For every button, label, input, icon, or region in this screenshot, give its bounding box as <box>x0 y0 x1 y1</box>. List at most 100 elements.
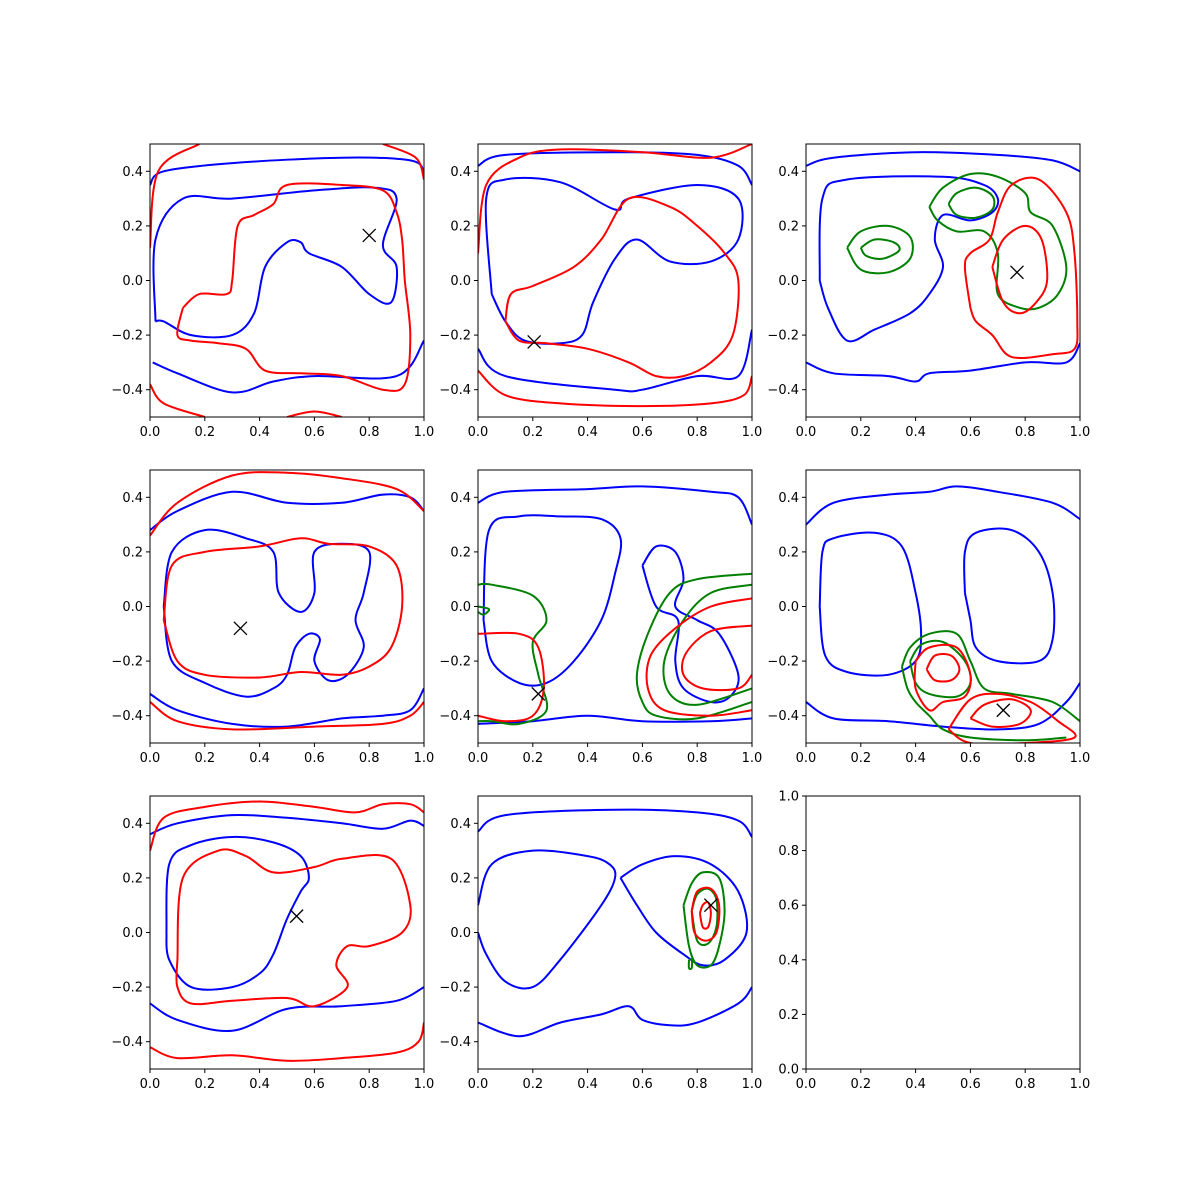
red-contour-line <box>698 901 712 930</box>
y-tick-label: −0.4 <box>111 1035 143 1050</box>
x-marker <box>996 703 1011 718</box>
subplot-8: 0.0 0.2 0.4 0.6 0.8 1.0 −0.4 −0.2 0.0 0.2 0.4 <box>439 795 762 1092</box>
x-tick-label: 0.2 <box>522 751 543 766</box>
x-tick-label: 0.6 <box>632 751 653 766</box>
y-tick-label: 0.2 <box>122 219 143 234</box>
x-tick-label: 0.8 <box>359 425 380 440</box>
green-contour-line <box>662 583 752 706</box>
x-tick-label: 1.0 <box>1070 751 1091 766</box>
y-tick-label: 0.0 <box>450 926 471 941</box>
axes-frame <box>805 795 1081 1070</box>
x-tick-label: 0.4 <box>905 751 926 766</box>
red-contour-line <box>176 182 412 392</box>
red-contour-line <box>913 643 972 712</box>
x-marker <box>527 334 542 349</box>
x-tick-label: 1.0 <box>1070 425 1091 440</box>
y-tick-label: 0.2 <box>778 219 799 234</box>
x-tick-label: 0.2 <box>194 425 215 440</box>
red-contour-line <box>947 692 1077 743</box>
y-tick-label: 0.4 <box>450 817 471 832</box>
x-tick-label: 0.4 <box>577 1077 598 1092</box>
x-tick-label: 0.0 <box>468 425 489 440</box>
red-contour-line <box>150 800 424 851</box>
blue-contour-line <box>152 339 424 394</box>
y-tick-label: 0.0 <box>450 600 471 615</box>
y-tick-label: −0.2 <box>439 329 471 344</box>
green-contour-line <box>478 605 491 616</box>
y-tick-label: −0.4 <box>111 383 143 398</box>
plot-area <box>478 144 752 417</box>
red-contour-line <box>680 624 752 692</box>
x-tick-label: 0.8 <box>1015 751 1036 766</box>
y-tick-label: 0.0 <box>778 600 799 615</box>
red-contour-line <box>175 848 412 1008</box>
x-tick-label: 0.8 <box>359 1077 380 1092</box>
y-tick-label: 0.0 <box>122 600 143 615</box>
x-tick-label: 0.8 <box>359 751 380 766</box>
red-contour-line <box>162 537 404 679</box>
y-tick-label: 0.2 <box>778 1008 799 1023</box>
red-contour-line <box>991 224 1049 315</box>
blue-contour-line <box>150 156 424 186</box>
x-tick-label: 0.0 <box>796 1077 817 1092</box>
y-tick-label: −0.2 <box>767 329 799 344</box>
green-contour-line <box>690 887 719 947</box>
blue-contour-line <box>478 329 752 393</box>
y-tick-label: 0.4 <box>122 817 143 832</box>
x-tick-label: 0.8 <box>687 1077 708 1092</box>
red-contour-line <box>150 701 424 731</box>
x-tick-label: 0.4 <box>249 425 270 440</box>
x-tick-label: 0.4 <box>577 751 598 766</box>
y-tick-label: 0.2 <box>122 545 143 560</box>
y-tick-label: 0.0 <box>778 1063 799 1078</box>
green-contour-line <box>682 870 726 969</box>
x-tick-label: 0.0 <box>468 1077 489 1092</box>
blue-contour-line <box>806 342 1080 383</box>
y-tick-label: 0.2 <box>450 219 471 234</box>
blue-contour-line <box>806 151 1080 173</box>
y-tick-label: 0.4 <box>122 491 143 506</box>
blue-contour-line <box>818 175 1000 343</box>
x-tick-label: 0.2 <box>194 1077 215 1092</box>
y-tick-label: 0.6 <box>778 899 799 914</box>
plot-area <box>806 796 1080 1069</box>
red-contour-line <box>478 144 752 254</box>
x-tick-label: 1.0 <box>414 425 435 440</box>
y-tick-label: −0.4 <box>767 709 799 724</box>
x-tick-label: 0.8 <box>687 425 708 440</box>
x-tick-label: 0.8 <box>687 751 708 766</box>
red-contour-line <box>150 471 424 537</box>
y-tick-label: 0.4 <box>122 165 143 180</box>
y-tick-label: 0.4 <box>450 491 471 506</box>
y-tick-label: 0.2 <box>122 871 143 886</box>
blue-contour-line <box>963 527 1056 665</box>
blue-contour-line <box>478 986 752 1038</box>
blue-contour-line <box>152 186 398 339</box>
blue-contour-line <box>150 986 424 1033</box>
x-tick-label: 0.6 <box>960 1077 981 1092</box>
red-contour-line <box>150 144 200 248</box>
red-contour-line <box>382 144 424 180</box>
green-contour-line <box>900 630 1080 723</box>
x-marker <box>1010 265 1024 280</box>
subplot-6: 0.0 0.2 0.4 0.6 0.8 1.0 −0.4 −0.2 0.0 0.2 0.4 <box>767 469 1091 766</box>
y-tick-label: −0.2 <box>111 329 143 344</box>
blue-contour-line <box>478 808 752 838</box>
subplot-7: 0.0 0.2 0.4 0.6 0.8 1.0 −0.4 −0.2 0.0 0.2 0.4 <box>111 795 434 1092</box>
subplot-4: 0.0 0.2 0.4 0.6 0.8 1.0 −0.4 −0.2 0.0 0.2 0.4 <box>111 469 434 766</box>
x-tick-label: 0.0 <box>796 751 817 766</box>
x-tick-label: 0.8 <box>1015 425 1036 440</box>
red-contour-line <box>969 698 1032 728</box>
y-tick-label: −0.2 <box>439 655 471 670</box>
x-tick-label: 0.2 <box>522 425 543 440</box>
blue-contour-line <box>162 528 372 698</box>
y-tick-label: −0.2 <box>111 981 143 996</box>
y-tick-label: 0.0 <box>778 274 799 289</box>
green-contour-line <box>859 238 901 260</box>
blue-contour-line <box>165 835 310 991</box>
plot-area <box>150 796 424 1069</box>
x-tick-label: 0.4 <box>905 1077 926 1092</box>
x-tick-label: 0.6 <box>304 751 325 766</box>
subplot-1: 0.0 0.2 0.4 0.6 0.8 1.0 −0.4 −0.2 0.0 0.2 0.4 <box>111 143 435 440</box>
